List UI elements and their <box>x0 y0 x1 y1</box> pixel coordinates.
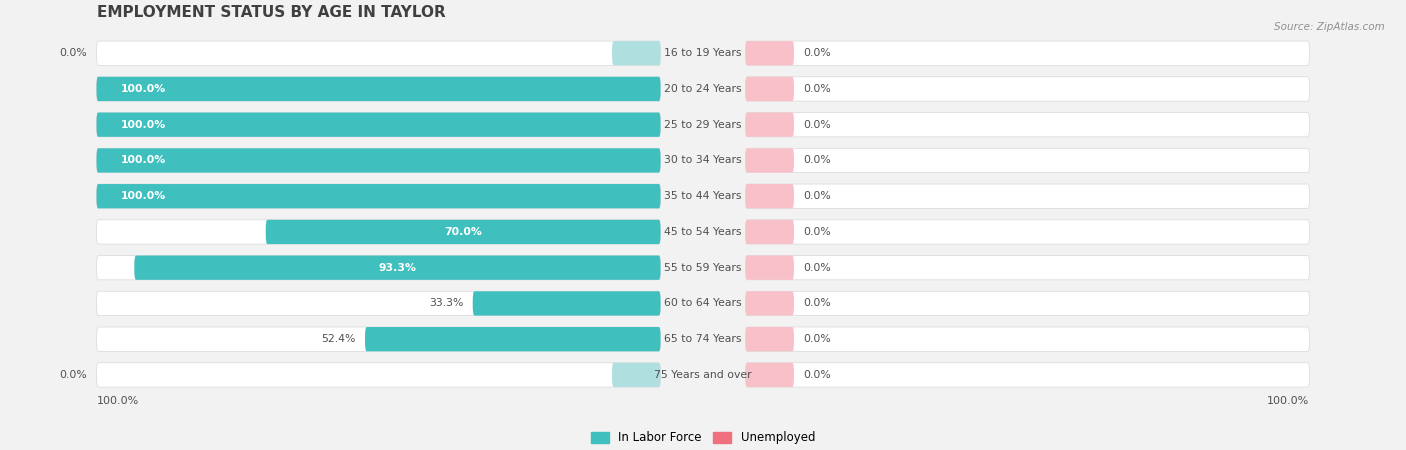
Text: 65 to 74 Years: 65 to 74 Years <box>664 334 742 344</box>
Text: 55 to 59 Years: 55 to 59 Years <box>664 263 742 273</box>
FancyBboxPatch shape <box>97 77 661 101</box>
Text: 0.0%: 0.0% <box>59 370 87 380</box>
Text: 52.4%: 52.4% <box>322 334 356 344</box>
FancyBboxPatch shape <box>97 184 661 208</box>
Text: 100.0%: 100.0% <box>1267 396 1309 405</box>
Text: 0.0%: 0.0% <box>803 370 831 380</box>
FancyBboxPatch shape <box>97 41 661 65</box>
FancyBboxPatch shape <box>745 363 794 387</box>
FancyBboxPatch shape <box>612 41 661 65</box>
Text: EMPLOYMENT STATUS BY AGE IN TAYLOR: EMPLOYMENT STATUS BY AGE IN TAYLOR <box>97 5 446 20</box>
Text: 0.0%: 0.0% <box>803 263 831 273</box>
Text: 0.0%: 0.0% <box>803 334 831 344</box>
FancyBboxPatch shape <box>97 220 661 244</box>
FancyBboxPatch shape <box>745 256 794 280</box>
Text: 100.0%: 100.0% <box>121 120 166 130</box>
Text: 0.0%: 0.0% <box>803 155 831 166</box>
Text: 100.0%: 100.0% <box>97 396 139 405</box>
Text: 0.0%: 0.0% <box>803 120 831 130</box>
FancyBboxPatch shape <box>135 256 661 280</box>
FancyBboxPatch shape <box>745 77 1309 101</box>
FancyBboxPatch shape <box>612 363 661 387</box>
FancyBboxPatch shape <box>745 220 794 244</box>
FancyBboxPatch shape <box>745 41 794 65</box>
FancyBboxPatch shape <box>97 291 661 315</box>
FancyBboxPatch shape <box>745 363 1309 387</box>
Text: 25 to 29 Years: 25 to 29 Years <box>664 120 742 130</box>
FancyBboxPatch shape <box>745 184 794 208</box>
FancyBboxPatch shape <box>97 184 661 208</box>
FancyBboxPatch shape <box>745 148 1309 173</box>
FancyBboxPatch shape <box>745 77 794 101</box>
Text: Source: ZipAtlas.com: Source: ZipAtlas.com <box>1274 22 1385 32</box>
Legend: In Labor Force, Unemployed: In Labor Force, Unemployed <box>586 427 820 449</box>
FancyBboxPatch shape <box>745 112 794 137</box>
FancyBboxPatch shape <box>745 41 1309 65</box>
Text: 30 to 34 Years: 30 to 34 Years <box>664 155 742 166</box>
FancyBboxPatch shape <box>97 256 661 280</box>
FancyBboxPatch shape <box>97 148 661 173</box>
FancyBboxPatch shape <box>745 148 794 173</box>
FancyBboxPatch shape <box>745 291 794 315</box>
Text: 60 to 64 Years: 60 to 64 Years <box>664 298 742 308</box>
Text: 33.3%: 33.3% <box>429 298 464 308</box>
Text: 93.3%: 93.3% <box>378 263 416 273</box>
FancyBboxPatch shape <box>97 363 661 387</box>
Text: 16 to 19 Years: 16 to 19 Years <box>664 48 742 58</box>
Text: 0.0%: 0.0% <box>803 227 831 237</box>
FancyBboxPatch shape <box>745 220 1309 244</box>
Text: 0.0%: 0.0% <box>803 191 831 201</box>
FancyBboxPatch shape <box>97 148 661 173</box>
Text: 20 to 24 Years: 20 to 24 Years <box>664 84 742 94</box>
Text: 100.0%: 100.0% <box>121 155 166 166</box>
FancyBboxPatch shape <box>745 291 1309 315</box>
Text: 35 to 44 Years: 35 to 44 Years <box>664 191 742 201</box>
FancyBboxPatch shape <box>745 327 794 351</box>
Text: 45 to 54 Years: 45 to 54 Years <box>664 227 742 237</box>
FancyBboxPatch shape <box>266 220 661 244</box>
Text: 100.0%: 100.0% <box>121 191 166 201</box>
FancyBboxPatch shape <box>97 77 661 101</box>
FancyBboxPatch shape <box>745 256 1309 280</box>
Text: 0.0%: 0.0% <box>59 48 87 58</box>
FancyBboxPatch shape <box>97 112 661 137</box>
FancyBboxPatch shape <box>745 184 1309 208</box>
Text: 0.0%: 0.0% <box>803 48 831 58</box>
Text: 70.0%: 70.0% <box>444 227 482 237</box>
Text: 0.0%: 0.0% <box>803 298 831 308</box>
Text: 75 Years and over: 75 Years and over <box>654 370 752 380</box>
FancyBboxPatch shape <box>745 327 1309 351</box>
FancyBboxPatch shape <box>745 112 1309 137</box>
Text: 0.0%: 0.0% <box>803 84 831 94</box>
FancyBboxPatch shape <box>366 327 661 351</box>
FancyBboxPatch shape <box>97 112 661 137</box>
FancyBboxPatch shape <box>97 327 661 351</box>
FancyBboxPatch shape <box>472 291 661 315</box>
Text: 100.0%: 100.0% <box>121 84 166 94</box>
